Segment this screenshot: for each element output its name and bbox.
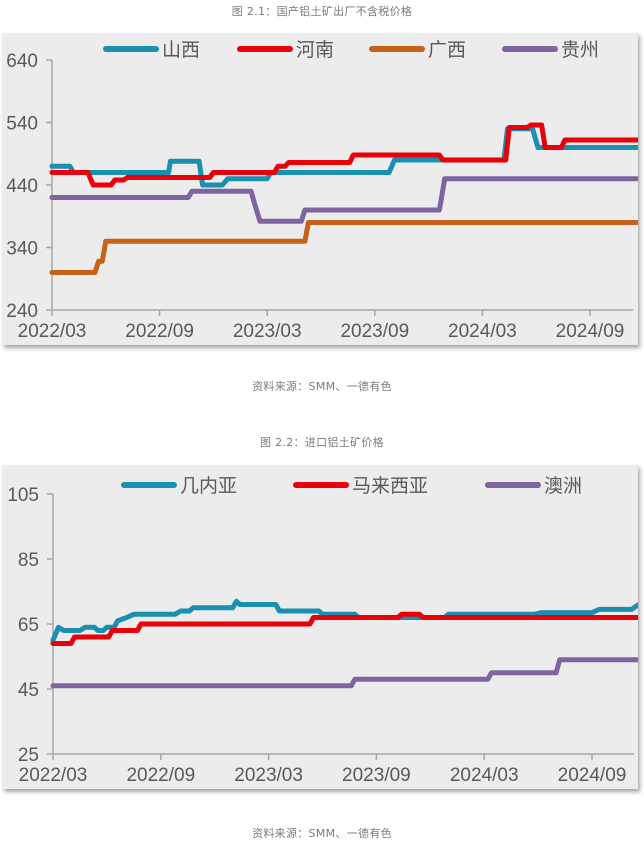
x-tick-label: 2022/09 bbox=[126, 765, 195, 786]
legend-item: 几内亚 bbox=[121, 475, 237, 497]
y-tick-label: 65 bbox=[18, 615, 39, 636]
series-line-1 bbox=[49, 126, 644, 188]
y-tick-label: 25 bbox=[18, 745, 39, 766]
y-tick-label: 240 bbox=[6, 301, 38, 322]
x-tick-label: 2024/03 bbox=[448, 321, 517, 342]
figure-1-caption: 图 2.1：国产铝土矿出厂不含税价格 bbox=[231, 5, 413, 18]
y-tick-label: 45 bbox=[18, 680, 39, 701]
legend-item: 马来西亚 bbox=[293, 475, 428, 497]
legend-item: 广西 bbox=[369, 39, 466, 61]
figure-2-caption: 图 2.2：进口铝土矿价格 bbox=[260, 436, 384, 449]
series-line-2 bbox=[49, 122, 644, 188]
figure-1-source: 资料来源：SMM、一德有色 bbox=[252, 380, 392, 393]
x-tick-label: 2024/09 bbox=[556, 321, 625, 342]
x-tick-label: 2022/03 bbox=[19, 765, 88, 786]
chart-2-container: 25 45 65 85 105 2022/03 2022/09 2023/03 2023/09 2… bbox=[2, 465, 644, 789]
x-tick-label: 2024/03 bbox=[450, 765, 519, 786]
y-tick-label: 640 bbox=[6, 51, 38, 72]
series-line-3 bbox=[49, 220, 644, 275]
y-tick-label: 540 bbox=[6, 114, 38, 135]
x-tick-label: 2023/03 bbox=[234, 765, 303, 786]
chart-1-container: 240 340 440 540 640 2022/03 2022/09 2023/03 2023… bbox=[2, 33, 644, 345]
y-tick-label: 340 bbox=[6, 239, 38, 260]
legend-label: 河南 bbox=[296, 39, 334, 61]
x-tick-label: 2022/03 bbox=[18, 321, 87, 342]
x-tick-label: 2023/03 bbox=[233, 321, 302, 342]
y-tick-label: 105 bbox=[7, 485, 39, 506]
chart-1-plot: 240 340 440 540 640 2022/03 2022/09 2023/03 2023… bbox=[6, 39, 644, 342]
legend-label: 澳洲 bbox=[544, 475, 582, 497]
legend-label: 山西 bbox=[162, 39, 200, 61]
legend-item: 山西 bbox=[103, 39, 200, 61]
y-tick-label: 440 bbox=[6, 176, 38, 197]
legend-item: 澳洲 bbox=[485, 475, 582, 497]
x-tick-label: 2023/09 bbox=[340, 321, 409, 342]
legend-label: 几内亚 bbox=[180, 475, 237, 497]
legend-label: 贵州 bbox=[561, 39, 599, 61]
y-tick-label: 85 bbox=[18, 550, 39, 571]
legend-label: 马来西亚 bbox=[352, 475, 428, 497]
legend-item: 河南 bbox=[237, 39, 334, 61]
legend-item: 贵州 bbox=[502, 39, 599, 61]
chart-2-plot: 25 45 65 85 105 2022/03 2022/09 2023/03 2023/09 2… bbox=[7, 475, 644, 786]
x-tick-label: 2023/09 bbox=[342, 765, 411, 786]
series-line-2 bbox=[50, 611, 644, 646]
legend-label: 广西 bbox=[428, 39, 466, 61]
series-line-4 bbox=[49, 176, 644, 224]
series-line-3 bbox=[50, 657, 644, 689]
x-tick-label: 2022/09 bbox=[125, 321, 194, 342]
figure-2-source: 资料来源：SMM、一德有色 bbox=[252, 827, 392, 840]
x-tick-label: 2024/09 bbox=[558, 765, 627, 786]
